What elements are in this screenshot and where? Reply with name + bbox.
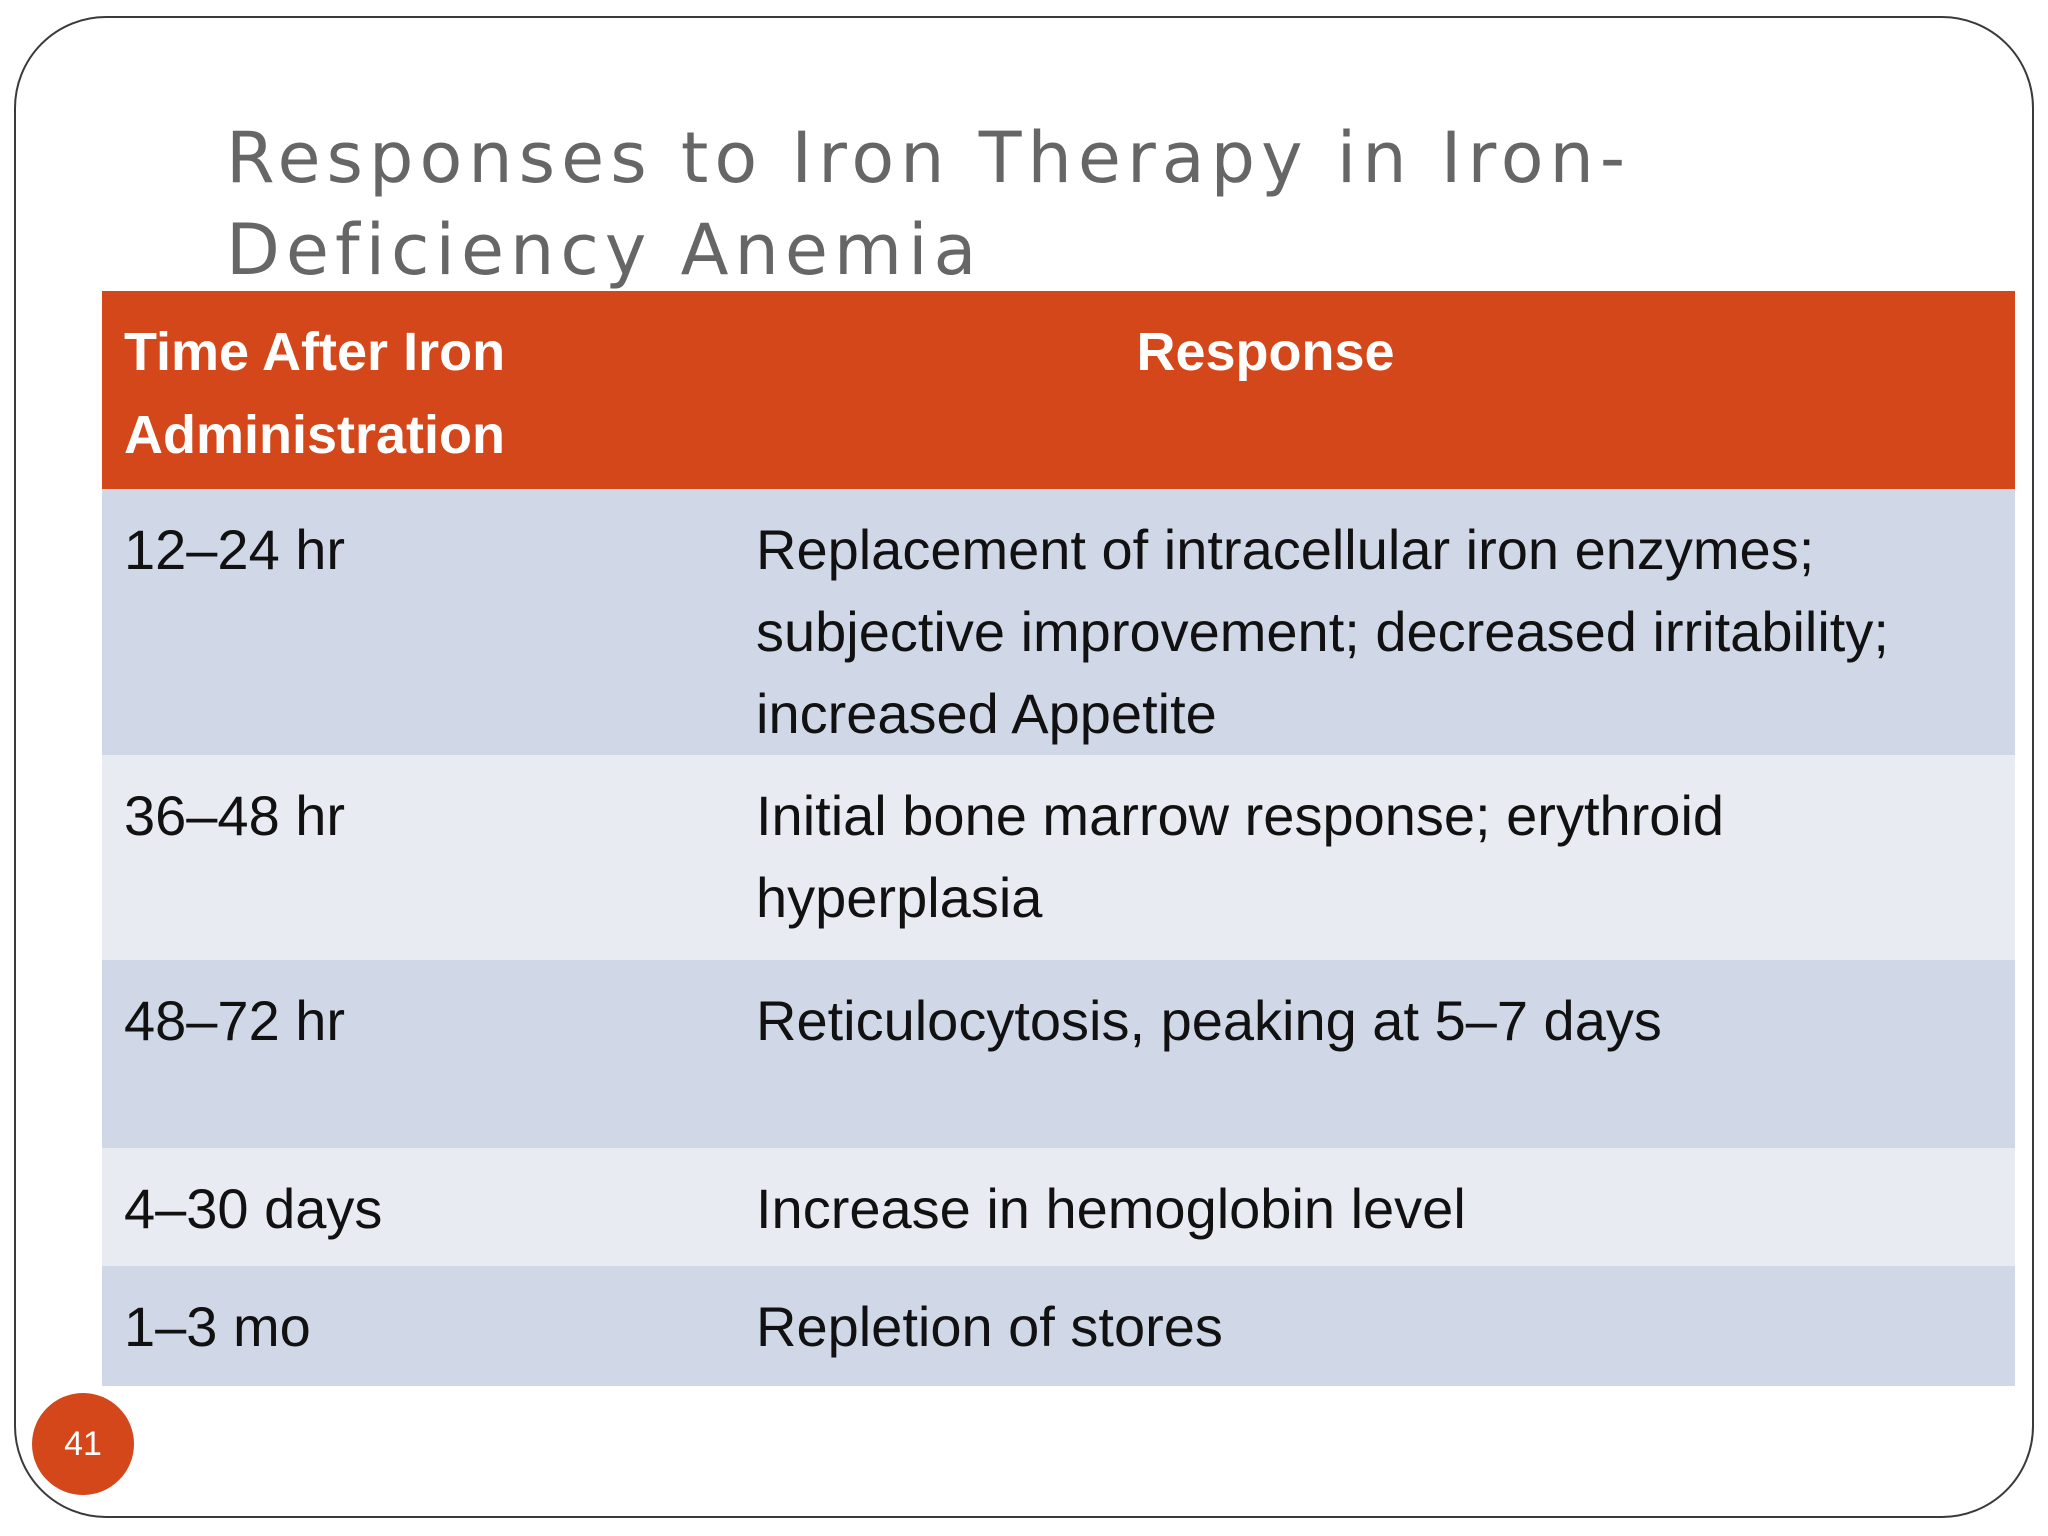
time-cell: 48–72 hr — [102, 960, 734, 1148]
response-cell: Replacement of intracellular iron enzyme… — [734, 489, 2015, 755]
table-row: 48–72 hr Reticulocytosis, peaking at 5–7… — [102, 960, 2015, 1148]
time-cell: 12–24 hr — [102, 489, 734, 755]
response-cell: Reticulocytosis, peaking at 5–7 days — [734, 960, 2015, 1148]
table-row: 1–3 mo Repletion of stores — [102, 1266, 2015, 1386]
time-cell: 1–3 mo — [102, 1266, 734, 1386]
table-row: 4–30 days Increase in hemoglobin level — [102, 1148, 2015, 1266]
table-row: 12–24 hr Replacement of intracellular ir… — [102, 489, 2015, 755]
iron-therapy-response-table: Time After Iron Administration Response … — [102, 291, 2015, 1386]
header-time-after-iron: Time After Iron Administration — [102, 291, 734, 489]
table-row: 36–48 hr Initial bone marrow response; e… — [102, 755, 2015, 960]
response-cell: Repletion of stores — [734, 1266, 2015, 1386]
time-cell: 4–30 days — [102, 1148, 734, 1266]
slide-title: Responses to Iron Therapy in Iron- Defic… — [226, 117, 1632, 291]
time-cell: 36–48 hr — [102, 755, 734, 960]
response-cell: Initial bone marrow response; erythroid … — [734, 755, 2015, 960]
header-response: Response — [734, 291, 2015, 489]
response-cell: Increase in hemoglobin level — [734, 1148, 2015, 1266]
page-number-badge: 41 — [32, 1393, 134, 1495]
table-header-row: Time After Iron Administration Response — [102, 291, 2015, 489]
